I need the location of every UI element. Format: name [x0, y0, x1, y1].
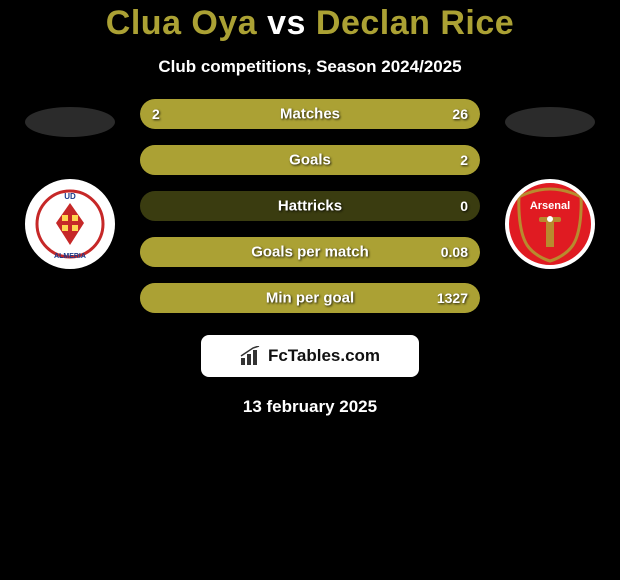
bar-label: Goals per match: [251, 244, 369, 261]
stat-bar: Goals 2: [140, 145, 480, 175]
left-column: UD ALMERIA: [20, 99, 120, 269]
bar-value-right: 1327: [437, 290, 468, 306]
date-text: 13 february 2025: [0, 397, 620, 417]
bar-value-right: 2: [460, 152, 468, 168]
root: Clua Oya vs Declan Rice Club competition…: [0, 0, 620, 417]
team-crest-right: Arsenal: [505, 179, 595, 269]
ghost-ellipse-left: [25, 107, 115, 137]
comparison-grid: UD ALMERIA Matches 2 26 Goals 2 Hattricks 0 Goa…: [0, 99, 620, 313]
bar-value-right: 26: [452, 106, 468, 122]
bar-label: Min per goal: [266, 290, 354, 307]
stat-bar: Min per goal 1327: [140, 283, 480, 313]
right-column: Arsenal: [500, 99, 600, 269]
almeria-crest-icon: UD ALMERIA: [29, 183, 111, 265]
svg-text:ALMERIA: ALMERIA: [54, 253, 86, 260]
stat-bar: Hattricks 0: [140, 191, 480, 221]
bar-chart-icon: [240, 346, 262, 366]
page-title: Clua Oya vs Declan Rice: [0, 4, 620, 43]
bar-label: Goals: [289, 152, 331, 169]
stat-bar: Goals per match 0.08: [140, 237, 480, 267]
title-player-right: Declan Rice: [316, 4, 514, 42]
ghost-ellipse-right: [505, 107, 595, 137]
svg-text:UD: UD: [64, 192, 76, 201]
bars-column: Matches 2 26 Goals 2 Hattricks 0 Goals per matc…: [140, 99, 480, 313]
bar-label: Matches: [280, 106, 340, 123]
title-player-left: Clua Oya: [106, 4, 257, 42]
team-crest-left: UD ALMERIA: [25, 179, 115, 269]
brand-text: FcTables.com: [268, 346, 380, 366]
stat-bar: Matches 2 26: [140, 99, 480, 129]
bar-value-right: 0.08: [441, 244, 468, 260]
bar-value-left: 2: [152, 106, 160, 122]
brand-pill[interactable]: FcTables.com: [201, 335, 419, 377]
subtitle: Club competitions, Season 2024/2025: [0, 57, 620, 77]
bar-label: Hattricks: [278, 198, 342, 215]
svg-text:Arsenal: Arsenal: [530, 200, 570, 212]
title-vs: vs: [267, 4, 306, 42]
arsenal-crest-icon: Arsenal: [509, 183, 591, 265]
bar-value-right: 0: [460, 198, 468, 214]
